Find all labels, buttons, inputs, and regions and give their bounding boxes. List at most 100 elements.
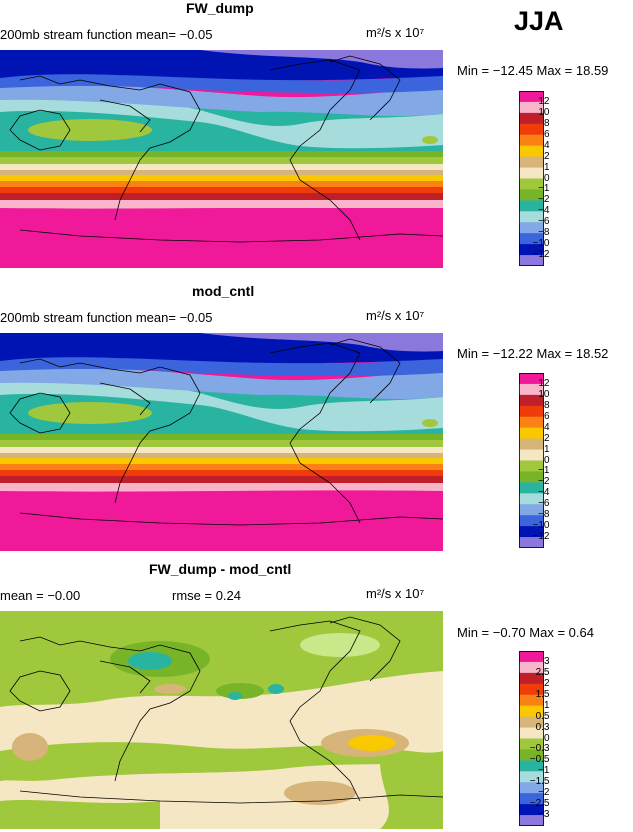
panel-1-colorbar xyxy=(519,91,544,266)
panel-3-colorbar-swatch xyxy=(519,694,544,707)
panel-3-colorbar-tick-label: 0 xyxy=(543,732,550,744)
green-cell-east xyxy=(422,136,438,144)
panel-1-colorbar-swatch xyxy=(519,244,544,256)
panel-1-map xyxy=(0,50,443,268)
panel-2-colorbar-tick-label: 4 xyxy=(543,421,550,433)
panel-1-colorbar-swatch xyxy=(519,211,544,223)
panel-3-colorbar-swatch xyxy=(519,705,544,718)
light-cell xyxy=(300,129,420,146)
band-1-fill xyxy=(0,452,443,458)
panel-2-colorbar xyxy=(519,373,544,548)
coastlines xyxy=(9,616,443,804)
green-cell xyxy=(28,402,152,424)
panel-2-colorbar-tick-label: −12 xyxy=(532,531,550,543)
panel-2-colorbar-tick-label: −8 xyxy=(538,509,550,521)
panel-3-colorbar-tick-label: −2 xyxy=(538,787,550,799)
panel-3-rmse: rmse = 0.24 xyxy=(172,588,242,603)
panel-2-colorbar-tick-label: 6 xyxy=(543,410,550,422)
panel-1-colorbar-swatch xyxy=(519,123,544,136)
panel-3-colorbar-tick-label: 1.5 xyxy=(535,688,550,700)
panel-2-colorbar-swatch xyxy=(519,416,544,429)
panel-2-map-svg xyxy=(0,333,443,551)
diff-03-cell xyxy=(154,684,186,694)
panel-3-colorbar xyxy=(519,651,544,826)
panel-1-colorbar-swatch xyxy=(519,200,544,212)
panel-2-colorbar-swatch xyxy=(519,449,544,461)
band-m2-fill xyxy=(0,150,443,157)
panel-1-colorbar-tick-label: −10 xyxy=(532,238,550,250)
panel-3-colorbar-swatch xyxy=(519,749,544,761)
band-m1-fill xyxy=(0,439,443,447)
panel-3-title: FW_dump - mod_cntl xyxy=(149,561,292,577)
panel-2-colorbar-swatch xyxy=(519,460,544,472)
panel-3-colorbar-tick-label: −3 xyxy=(538,809,550,821)
panel-3-colorbar-tick-label: 0.5 xyxy=(535,710,550,722)
band-m2-fill xyxy=(0,433,443,440)
panel-3-colorbar-tick-label: −0.3 xyxy=(529,743,550,755)
panel-1-colorbar-svg xyxy=(519,91,544,266)
diff-03-cell-4 xyxy=(284,781,356,805)
panel-2-colorbar-tick-label: −2 xyxy=(538,476,550,488)
panel-3-stats: Min = −0.70 Max = 0.64 xyxy=(457,625,594,640)
panel-3-colorbar-tick-label: 0.3 xyxy=(535,721,550,733)
panel-2-colorbar-swatch xyxy=(519,405,544,418)
panel-1-colorbar-swatch xyxy=(519,91,544,103)
panel-3-colorbar-swatch xyxy=(519,815,544,826)
panel-2-colorbar-tick-label: 1 xyxy=(543,443,550,455)
panel-1-colorbar-border xyxy=(519,91,544,266)
panel-1-colorbar-tick-label: −2 xyxy=(538,194,550,206)
panel-3-colorbar-tick-label: −1.5 xyxy=(529,776,550,788)
green-cell-east xyxy=(422,419,438,427)
panel-2-colorbar-swatch xyxy=(519,493,544,505)
panel-2-colorbar-border xyxy=(519,373,544,548)
panel-1-colorbar-swatch xyxy=(519,167,544,179)
panel-3-colorbar-swatch xyxy=(519,793,544,805)
band-8-fill xyxy=(0,192,443,200)
panel-1-colorbar-tick-label: 1 xyxy=(543,161,550,173)
panel-2-subtitle: 200mb stream function mean= −0.05 xyxy=(0,310,213,325)
panel-1-colorbar-swatch xyxy=(519,134,544,147)
diff-m1-cell-3 xyxy=(268,684,284,694)
panel-2-colorbar-swatch xyxy=(519,537,544,548)
light-cell xyxy=(300,412,420,429)
band-2-fill xyxy=(0,457,443,464)
panel-2-colorbar-svg xyxy=(519,373,544,548)
panel-2-colorbar-tick-label: −6 xyxy=(538,498,550,510)
panel-3-colorbar-tick-label: −2.5 xyxy=(529,798,550,810)
band-m10-fill xyxy=(0,73,443,93)
panel-3-colorbar-tick-label: −1 xyxy=(538,765,550,777)
panel-3-colorbar-swatch xyxy=(519,760,544,772)
panel-1-subtitle: 200mb stream function mean= −0.05 xyxy=(0,27,213,42)
panel-1-units: m²/s x 10⁷ xyxy=(366,25,425,40)
panel-1-colorbar-swatch xyxy=(519,145,544,158)
panel-1-colorbar-tick-label: 2 xyxy=(543,150,550,162)
panel-1-colorbar-tick-label: 12 xyxy=(538,95,550,107)
panel-3-colorbar-tick-label: 2 xyxy=(543,677,550,689)
panel-2-stats: Min = −12.22 Max = 18.52 xyxy=(457,346,609,361)
panel-1-colorbar-swatch xyxy=(519,189,544,201)
panel-3-colorbar-swatch xyxy=(519,651,544,663)
band-lt-m12-fill xyxy=(200,50,443,69)
band-1-fill xyxy=(0,169,443,175)
diff-m05-cell-2 xyxy=(216,683,264,699)
panel-1-colorbar-tick-label: −8 xyxy=(538,227,550,239)
panel-3-colorbar-border xyxy=(519,651,544,826)
diff-m1-cell xyxy=(128,652,172,670)
panel-3-colorbar-swatch xyxy=(519,661,544,674)
panel-2-colorbar-swatch xyxy=(519,482,544,494)
panel-1-colorbar-swatch xyxy=(519,101,544,114)
panel-3-map-svg xyxy=(0,611,443,829)
panel-1-colorbar-tick-label: −12 xyxy=(532,249,550,261)
panel-1-colorbar-swatch xyxy=(519,112,544,125)
band-6-fill xyxy=(0,469,443,476)
panel-1-stats: Min = −12.45 Max = 18.59 xyxy=(457,63,609,78)
panel-3-colorbar-swatch xyxy=(519,683,544,696)
panel-3-colorbar-swatch xyxy=(519,672,544,685)
diff-03-cell-2 xyxy=(12,733,48,761)
panel-3-colorbar-swatch xyxy=(519,716,544,729)
panel-2-colorbar-tick-label: 8 xyxy=(543,399,550,411)
panel-2-colorbar-swatch xyxy=(519,504,544,516)
band-4-fill xyxy=(0,180,443,187)
panel-3-colorbar-swatch xyxy=(519,727,544,739)
band-0-fill xyxy=(0,446,443,453)
